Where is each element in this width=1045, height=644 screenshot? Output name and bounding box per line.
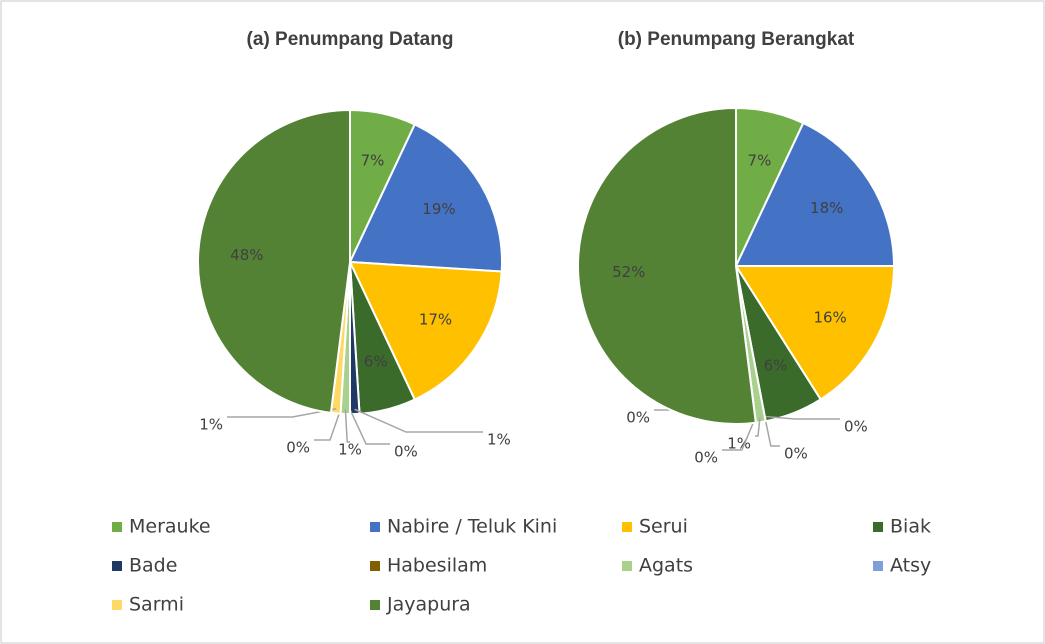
- chart-title: (a) Penumpang Datang: [247, 29, 454, 50]
- data-label: 0%: [626, 409, 650, 427]
- data-label: 17%: [419, 311, 452, 329]
- data-label: 0%: [394, 443, 418, 461]
- legend-swatch: [112, 561, 122, 571]
- legend-label: Biak: [890, 516, 931, 538]
- legend-label: Nabire / Teluk Kini: [387, 516, 557, 538]
- legend-label: Atsy: [890, 555, 931, 577]
- data-label: 0%: [286, 439, 310, 457]
- legend-swatch: [112, 600, 122, 610]
- legend-label: Habesilam: [387, 555, 487, 577]
- legend-swatch: [873, 522, 883, 532]
- legend-swatch: [622, 522, 632, 532]
- leader-line: [763, 416, 780, 447]
- leader-line: [354, 408, 483, 433]
- leader-line: [722, 417, 756, 451]
- data-label: 1%: [199, 416, 223, 434]
- legend-label: Sarmi: [129, 594, 184, 616]
- legend-label: Merauke: [129, 516, 211, 538]
- data-label: 52%: [612, 263, 645, 281]
- pie-slice: Nabire / Teluk Kini: [734, 121, 896, 267]
- legend-swatch: [112, 522, 122, 532]
- chart-title: (b) Penumpang Berangkat: [618, 29, 855, 50]
- data-label: 1%: [487, 431, 511, 449]
- leader-line: [314, 408, 342, 441]
- data-label: 0%: [844, 418, 868, 436]
- pie-slice: Nabire / Teluk Kini: [348, 123, 503, 273]
- data-label: 0%: [694, 449, 718, 467]
- pie-slice: Jayapura: [577, 106, 757, 425]
- pie-slice: Serui: [734, 265, 896, 401]
- leader-line: [764, 415, 840, 420]
- pie-slice: Serui: [348, 260, 503, 401]
- legend-swatch: [370, 522, 380, 532]
- data-label: 18%: [810, 199, 843, 217]
- legend-label: Agats: [639, 555, 693, 577]
- pie-slice: Jayapura: [197, 108, 351, 414]
- data-label: 0%: [784, 445, 808, 463]
- legend-swatch: [370, 600, 380, 610]
- leader-line: [349, 409, 390, 445]
- data-label: 16%: [813, 308, 846, 326]
- legend-swatch: [370, 561, 380, 571]
- legend-label: Serui: [639, 516, 688, 538]
- legend-label: Bade: [129, 555, 177, 577]
- data-label: 6%: [364, 353, 388, 371]
- data-label: 7%: [361, 152, 385, 170]
- data-label: 6%: [764, 356, 788, 374]
- data-label: 7%: [748, 152, 772, 170]
- data-label: 1%: [727, 435, 751, 453]
- legend-swatch: [622, 561, 632, 571]
- data-label: 1%: [338, 441, 362, 459]
- leader-line: [755, 417, 761, 437]
- data-label: 19%: [422, 200, 455, 218]
- legend-label: Jayapura: [386, 594, 471, 616]
- leader-line: [344, 409, 350, 443]
- data-label: 48%: [230, 246, 263, 264]
- legend-swatch: [873, 561, 883, 571]
